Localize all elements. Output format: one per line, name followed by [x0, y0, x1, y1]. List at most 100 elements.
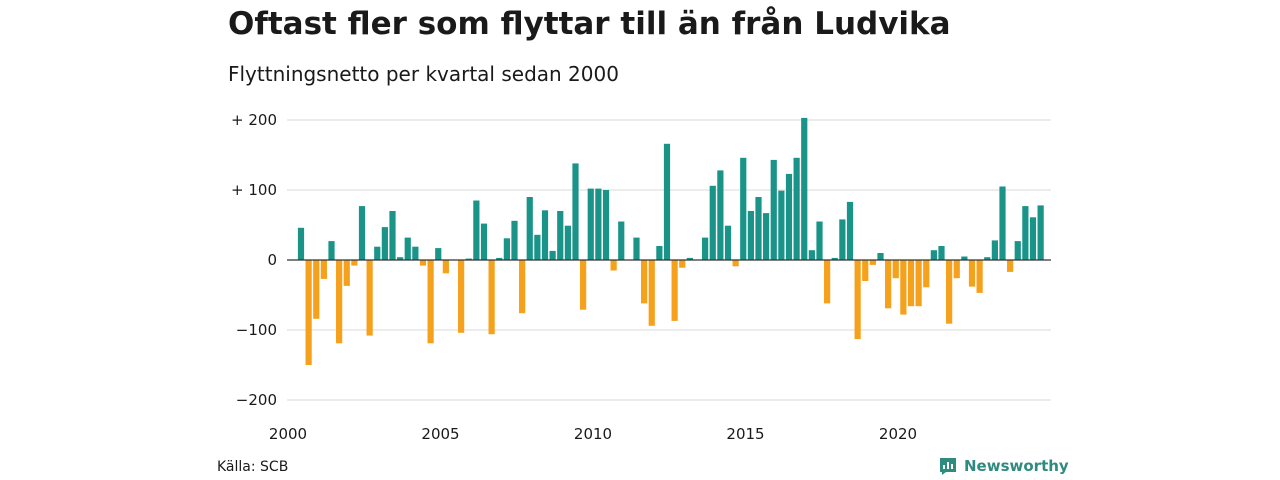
bar: [488, 260, 495, 335]
y-tick-label: 0: [267, 251, 277, 269]
brand-logo: Newsworthy: [938, 456, 1069, 476]
bar: [763, 213, 770, 260]
bar: [305, 260, 312, 365]
bar: [313, 260, 320, 319]
bar: [320, 260, 327, 279]
bar: [587, 188, 594, 260]
bar: [892, 260, 899, 279]
bar: [1007, 260, 1014, 272]
bar: [946, 260, 953, 324]
bar: [915, 260, 922, 307]
bar: [778, 190, 785, 260]
bar: [656, 246, 663, 260]
bar: [480, 223, 488, 260]
bar: [343, 260, 350, 286]
bar: [1022, 206, 1029, 260]
bar: [900, 260, 907, 315]
x-axis-tick-labels: 2000 2005 2010 2015 2020: [269, 425, 917, 443]
bar: [953, 260, 960, 279]
bar: [679, 260, 686, 268]
bar: [564, 225, 571, 260]
bar: [938, 246, 945, 260]
bar: [336, 260, 343, 344]
bar: [839, 219, 846, 260]
bar: [351, 260, 358, 266]
x-tick-label: 2000: [269, 425, 307, 443]
bar: [923, 260, 930, 288]
bar: [435, 248, 442, 260]
brand-name: Newsworthy: [964, 457, 1069, 475]
bar: [999, 186, 1006, 260]
bar: [648, 260, 655, 326]
bar: [907, 260, 915, 307]
bar: [877, 253, 884, 260]
bar: [1014, 241, 1021, 260]
bar: [496, 257, 503, 260]
bar: [412, 246, 419, 260]
x-tick-label: 2020: [879, 425, 917, 443]
bar: [381, 227, 388, 260]
bar: [984, 257, 991, 260]
bar: [503, 238, 510, 260]
bar: [671, 260, 678, 321]
x-tick-label: 2015: [726, 425, 764, 443]
bar: [869, 260, 876, 265]
bar: [641, 260, 648, 304]
bar: [831, 257, 838, 260]
bars: [297, 117, 1044, 365]
y-tick-label: −100: [236, 321, 277, 339]
bar: [747, 211, 754, 260]
bar: [709, 185, 716, 260]
bar: [389, 211, 396, 260]
bar: [404, 237, 411, 260]
y-tick-label: + 100: [231, 181, 277, 199]
bar: [358, 206, 366, 260]
bar: [991, 240, 998, 260]
bar: [846, 201, 854, 260]
bar: [816, 221, 823, 260]
bar: [595, 188, 602, 260]
y-tick-label: + 200: [231, 111, 277, 129]
bar: [427, 260, 434, 344]
bar: [419, 260, 427, 266]
bar: [663, 143, 671, 260]
bar: [458, 260, 465, 333]
bar: [724, 225, 732, 260]
source-note: Källa: SCB: [217, 459, 289, 475]
bar: [366, 260, 373, 336]
bar: [572, 163, 579, 260]
bar: [511, 220, 518, 260]
bar: [519, 260, 526, 314]
bar: [732, 260, 739, 267]
chart-title: Oftast fler som flyttar till än från Lud…: [228, 6, 951, 42]
bar: [824, 260, 831, 304]
bar: [686, 257, 693, 260]
bar: [297, 227, 305, 260]
chart-subtitle: Flyttningsnetto per kvartal sedan 2000: [228, 62, 619, 86]
x-tick-label: 2010: [574, 425, 612, 443]
bar: [328, 241, 335, 260]
bar: [854, 260, 861, 340]
bar: [785, 173, 793, 260]
bar: [602, 190, 610, 260]
grid-lines: [287, 119, 1051, 401]
y-tick-label: −200: [236, 391, 277, 409]
bar: [770, 159, 777, 260]
bar: [633, 237, 640, 260]
bar: [930, 250, 937, 260]
bar: [961, 256, 968, 260]
bar: [1029, 217, 1037, 260]
bar: [755, 197, 762, 260]
bar: [968, 260, 976, 287]
bar: [793, 157, 800, 260]
bar: [740, 157, 747, 260]
bar: [534, 234, 541, 260]
bar: [557, 211, 564, 260]
y-axis-tick-labels: + 200 + 100 0 −100 −200: [231, 111, 277, 409]
bar: [717, 170, 724, 260]
bar: [1037, 205, 1044, 260]
bar: [618, 221, 625, 260]
bar: [442, 260, 449, 274]
bar: [526, 197, 533, 260]
